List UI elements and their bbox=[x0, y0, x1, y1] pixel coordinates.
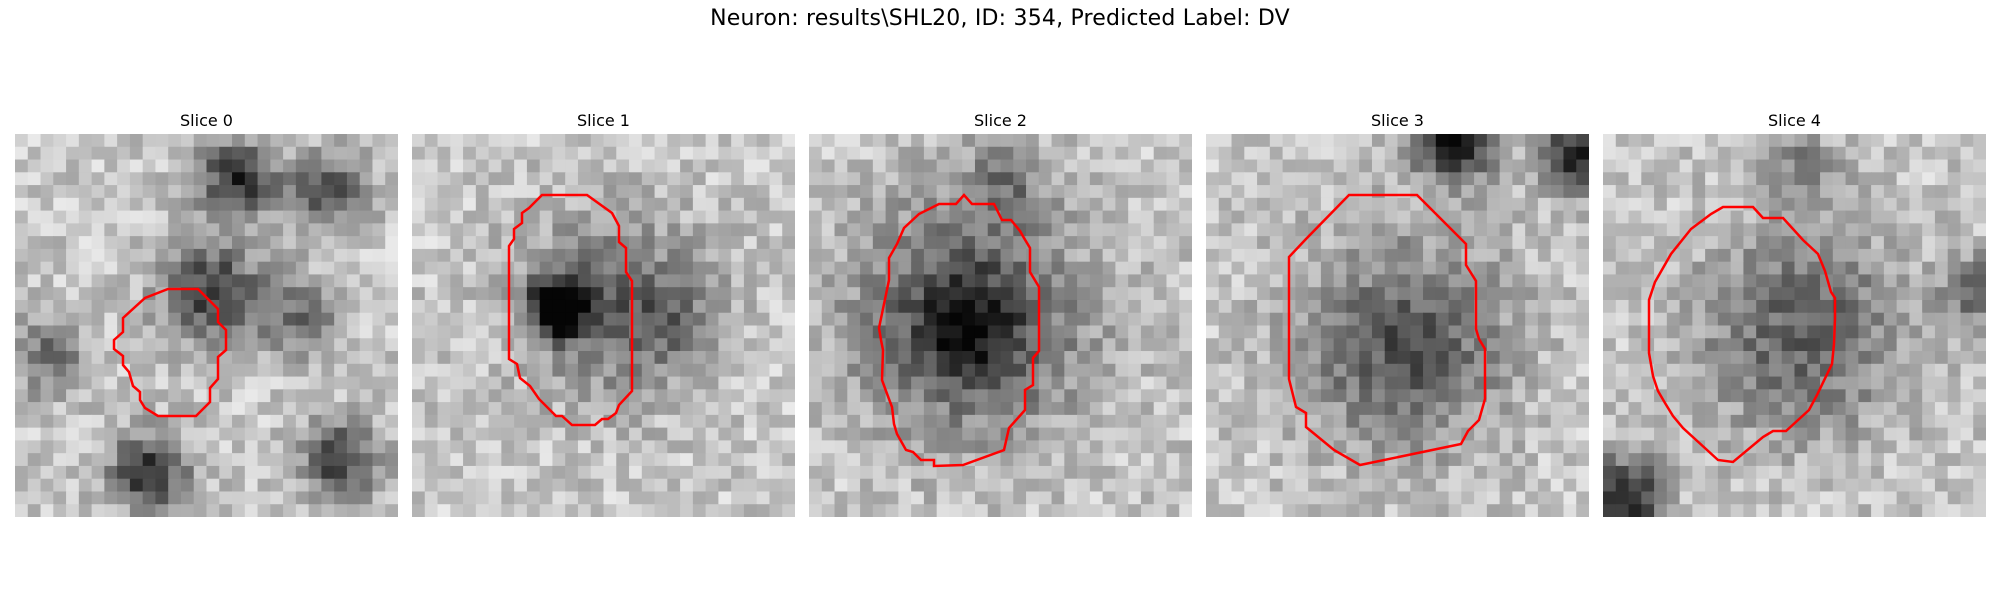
grayscale-micrograph bbox=[412, 134, 795, 517]
grayscale-micrograph bbox=[15, 134, 398, 517]
neuron-contour bbox=[507, 193, 634, 427]
slice-panel-0: Slice 0 bbox=[15, 110, 398, 517]
slice-panel-1: Slice 1 bbox=[412, 110, 795, 517]
grayscale-micrograph bbox=[1206, 134, 1589, 517]
grayscale-micrograph bbox=[1603, 134, 1986, 517]
figure-title: Neuron: results\SHL20, ID: 354, Predicte… bbox=[710, 6, 1290, 31]
slice-title: Slice 1 bbox=[577, 111, 630, 130]
slice-image bbox=[809, 134, 1192, 517]
slice-panel-4: Slice 4 bbox=[1603, 110, 1986, 517]
slice-title: Slice 2 bbox=[974, 111, 1027, 130]
neuron-contour bbox=[1647, 205, 1837, 464]
slice-title: Slice 0 bbox=[180, 111, 233, 130]
neuron-contour bbox=[112, 287, 228, 418]
slice-image bbox=[1603, 134, 1986, 517]
slice-title: Slice 3 bbox=[1371, 111, 1424, 130]
slice-image bbox=[15, 134, 398, 517]
slice-panel-2: Slice 2 bbox=[809, 110, 1192, 517]
slice-image bbox=[412, 134, 795, 517]
grayscale-micrograph bbox=[809, 134, 1192, 517]
neuron-contour bbox=[877, 193, 1041, 468]
neuron-contour bbox=[1287, 193, 1487, 467]
slice-title: Slice 4 bbox=[1768, 111, 1821, 130]
slice-panel-3: Slice 3 bbox=[1206, 110, 1589, 517]
slice-image bbox=[1206, 134, 1589, 517]
